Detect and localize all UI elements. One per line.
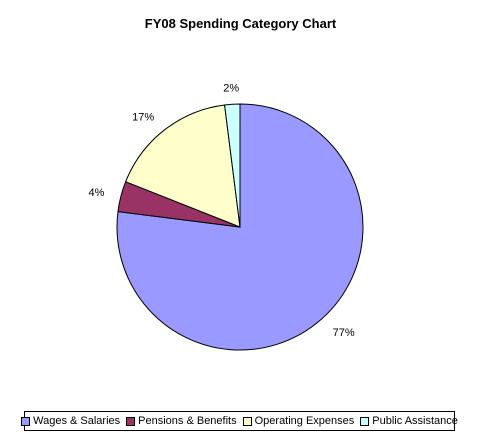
pie-slice-public-assistance bbox=[224, 103, 241, 228]
pct-label-pensions: 4% bbox=[88, 187, 104, 199]
pct-label-public-assistance: 2% bbox=[223, 82, 239, 94]
legend-swatch-pensions bbox=[126, 416, 136, 426]
legend-label-public-assistance: Public Assistance bbox=[372, 415, 458, 427]
legend-item-pensions: Pensions & Benefits bbox=[126, 415, 237, 427]
legend-item-wages: Wages & Salaries bbox=[21, 415, 120, 427]
pct-label-wages: 77% bbox=[333, 327, 355, 339]
legend-label-operating: Operating Expenses bbox=[254, 415, 355, 427]
legend-item-operating: Operating Expenses bbox=[242, 415, 355, 427]
legend-label-wages: Wages & Salaries bbox=[33, 415, 121, 427]
legend-label-pensions: Pensions & Benefits bbox=[138, 415, 237, 427]
pie-slice-operating bbox=[124, 104, 241, 228]
chart-legend: Wages & Salaries Pensions & Benefits Ope… bbox=[21, 411, 458, 431]
pct-label-operating: 17% bbox=[132, 111, 154, 123]
legend-item-public-assistance: Public Assistance bbox=[360, 415, 458, 427]
legend-swatch-public-assistance bbox=[360, 416, 370, 426]
legend-swatch-wages bbox=[21, 416, 31, 426]
chart-title: FY08 Spending Category Chart bbox=[144, 16, 337, 31]
legend-swatch-operating bbox=[242, 416, 252, 426]
